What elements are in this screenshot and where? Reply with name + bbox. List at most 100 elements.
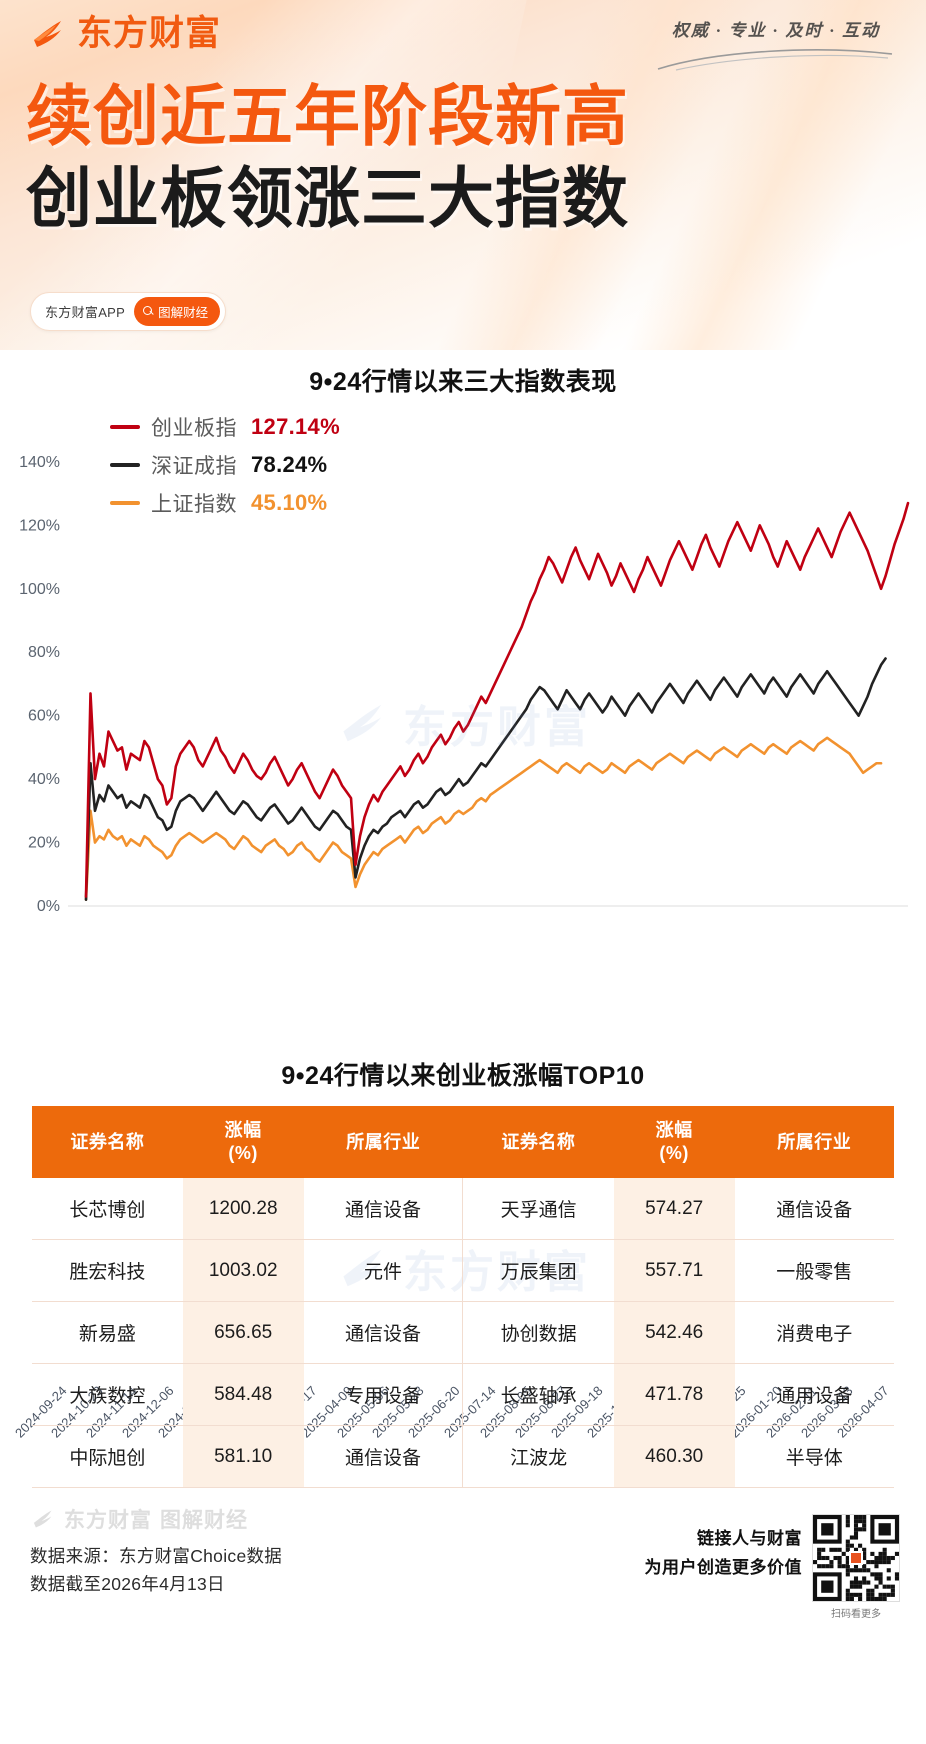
stock-industry-right: 半导体 [734,1425,894,1488]
legend-swatch [110,463,140,467]
table-section: 9•24行情以来创业板涨幅TOP10 东方财富 证券名称 涨幅 (%) 所属行业… [0,1056,926,1488]
slogan-text: 权威 · 专业 · 及时 · 互动 [671,21,881,40]
legend-swatch [110,425,140,429]
col-header-name-right: 证券名称 [462,1106,614,1178]
col-header-pct-left-line1: 涨幅 [224,1120,262,1140]
table-row: 大族数控 584.48 专用设备 长盛轴承 471.78 通用设备 [32,1363,894,1426]
footer-slogan-line-2: 为用户创造更多价值 [644,1558,802,1577]
legend-label: 创业板指 [151,417,237,440]
flame-logo-icon [33,1510,52,1528]
y-axis-tick-label: 100% [19,581,60,598]
stock-pct-right: 574.27 [613,1178,735,1240]
y-axis-tick-label: 120% [19,517,60,534]
chart-series-line [84,501,910,898]
stock-industry-left: 通信设备 [303,1425,463,1488]
slogan-block: 权威 · 专业 · 及时 · 互动 [656,16,896,76]
stock-industry-left: 通信设备 [303,1301,463,1364]
stock-name-right: 江波龙 [462,1425,614,1488]
stock-pct-left: 1003.02 [182,1239,304,1302]
y-axis-tick-label: 60% [28,708,60,725]
footer-right-block: 链接人与财富 为用户创造更多价值 扫码看更多 [645,1514,900,1620]
y-axis-tick-label: 20% [28,835,60,852]
y-axis-tick-label: 40% [28,771,60,788]
flame-logo-icon [28,14,68,54]
app-badge[interactable]: 东方财富APP 图解财经 [30,292,227,331]
footer-source-line-1: 数据来源：东方财富Choice数据 [30,1546,283,1566]
stock-pct-right: 471.78 [613,1363,735,1426]
footer-brand-name: 东方财富 [64,1509,152,1532]
legend-swatch [110,501,140,505]
legend-label: 上证指数 [151,493,237,516]
legend-value: 78.24% [251,452,328,477]
col-header-name-left: 证券名称 [32,1106,183,1178]
brand-bar: 东方财富 [28,14,221,54]
table-header-row: 证券名称 涨幅 (%) 所属行业 证券名称 涨幅 (%) 所属行业 [32,1106,894,1178]
chart-title: 9•24行情以来三大指数表现 [309,368,617,396]
table-row: 胜宏科技 1003.02 元件 万辰集团 557.71 一般零售 [32,1239,894,1302]
table-row: 长芯博创 1200.28 通信设备 天孚通信 574.27 通信设备 [32,1178,894,1240]
col-header-pct-right-line1: 涨幅 [655,1120,693,1140]
headline-block: 续创近五年阶段新高 创业板领涨三大指数 [26,78,629,236]
footer-slogan-lines: 链接人与财富 为用户创造更多价值 [645,1514,803,1582]
stock-pct-right: 460.30 [613,1425,735,1488]
stock-industry-right: 一般零售 [734,1239,894,1302]
table-title: 9•24行情以来创业板涨幅TOP10 [281,1062,645,1090]
stock-industry-left: 通信设备 [303,1178,463,1240]
stock-industry-left: 元件 [303,1239,463,1302]
y-axis-tick-label: 80% [28,644,60,661]
footer-source-line-2: 数据截至2026年4月13日 [30,1574,225,1594]
qr-caption: 扫码看更多 [831,1609,881,1620]
col-header-pct-left-line2: (%) [228,1143,258,1163]
chart-section: 9•24行情以来三大指数表现 创业板指 127.14% 深证成指 78.24% … [0,350,926,1441]
stock-name-left: 新易盛 [32,1301,183,1364]
stock-name-left: 大族数控 [32,1363,183,1426]
stock-name-right: 天孚通信 [462,1178,614,1240]
stock-pct-right: 557.71 [613,1239,735,1302]
search-icon [143,306,154,317]
stock-industry-right: 消费电子 [734,1301,894,1364]
legend-item-0: 创业板指 127.14% [110,408,340,446]
footer-brand: 东方财富 图解财经 [30,1504,896,1534]
stock-name-left: 中际旭创 [32,1425,183,1488]
stock-name-right: 长盛轴承 [462,1363,614,1426]
top10-table: 证券名称 涨幅 (%) 所属行业 证券名称 涨幅 (%) 所属行业 长芯博创 12… [32,1106,894,1488]
legend-value: 45.10% [251,490,328,515]
chart-series-line [84,736,883,901]
app-badge-pill[interactable]: 图解财经 [134,297,221,326]
stock-name-right: 协创数据 [462,1301,614,1364]
col-header-pct-left: 涨幅 (%) [182,1106,304,1178]
legend-item-2: 上证指数 45.10% [110,484,340,522]
stock-pct-left: 581.10 [182,1425,304,1488]
y-axis-tick-label: 140% [19,454,60,471]
footer-slogan-line-1: 链接人与财富 [697,1529,802,1548]
chart-svg: 0% 20% 40% 60% 80% 100% 120% 140% [19,454,910,915]
qr-block[interactable]: 扫码看更多 [812,1514,900,1620]
col-header-industry-right: 所属行业 [734,1106,894,1178]
headline-line-1: 续创近五年阶段新高 [26,79,629,153]
stock-industry-left: 专用设备 [303,1363,463,1426]
legend-item-1: 深证成指 78.24% [110,446,340,484]
legend-label: 深证成指 [151,455,237,478]
stock-name-right: 万辰集团 [462,1239,614,1302]
footer-brand-suffix: 图解财经 [160,1509,248,1532]
table-row: 中际旭创 581.10 通信设备 江波龙 460.30 半导体 [32,1425,894,1488]
page-footer: 东方财富 图解财经 数据来源：东方财富Choice数据 数据截至2026年4月1… [0,1488,926,1620]
col-header-industry-left: 所属行业 [303,1106,463,1178]
stock-name-left: 长芯博创 [32,1178,183,1240]
app-badge-label: 东方财富APP [45,305,126,320]
headline-line-2: 创业板领涨三大指数 [26,161,629,235]
table-row: 新易盛 656.65 通信设备 协创数据 542.46 消费电子 [32,1301,894,1364]
stock-industry-right: 通用设备 [734,1363,894,1426]
stock-name-left: 胜宏科技 [32,1239,183,1302]
swoosh-icon [656,45,896,76]
stock-pct-left: 1200.28 [182,1178,304,1240]
legend-value: 127.14% [251,414,340,439]
stock-industry-right: 通信设备 [734,1178,894,1240]
brand-name: 东方财富 [77,14,222,53]
qr-code-icon[interactable] [812,1514,900,1602]
page-header: 东方财富 权威 · 专业 · 及时 · 互动 续创近五年阶段新高 创业板领涨三大… [0,0,926,350]
chart-legend: 创业板指 127.14% 深证成指 78.24% 上证指数 45.10% [110,408,340,522]
col-header-pct-right-line2: (%) [659,1143,689,1163]
stock-pct-left: 584.48 [182,1363,304,1426]
stock-pct-right: 542.46 [613,1301,735,1364]
